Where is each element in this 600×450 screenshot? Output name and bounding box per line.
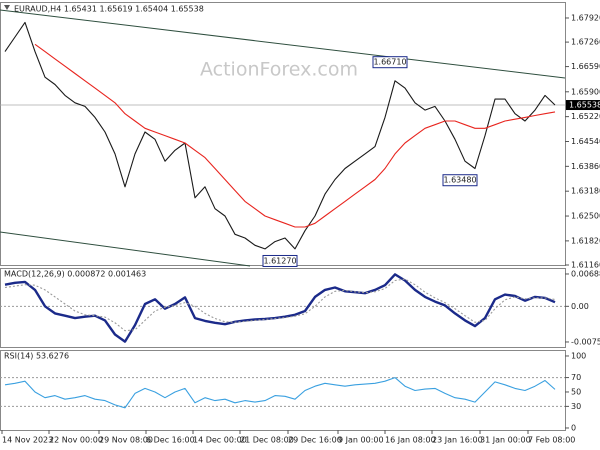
menu-icon[interactable] <box>4 5 10 10</box>
annotation-box <box>442 174 478 187</box>
y-tick-label: 0 <box>571 423 576 432</box>
y-tick-label: 1.63860 <box>571 162 600 171</box>
series-line <box>4 377 556 409</box>
last-price-label: 1.65538 <box>569 101 600 110</box>
y-tick-label: 70 <box>571 373 581 382</box>
y-tick-label: 1.65220 <box>571 112 600 121</box>
y-tick-label: 1.66590 <box>571 62 600 71</box>
panel-title: EURAUD,H4 1.65431 1.65619 1.65404 1.6553… <box>14 5 204 14</box>
series-line <box>4 21 556 250</box>
y-tick-label: 50 <box>571 387 581 396</box>
x-tick-label: 29 Dec 16:00 <box>288 436 342 445</box>
x-tick-label: 16 Jan 08:00 <box>385 436 436 445</box>
x-tick-label: 23 Jan 16:00 <box>432 436 483 445</box>
annotation-label: 1.63480 <box>443 176 476 185</box>
y-tick-label: 1.65900 <box>571 87 600 96</box>
annotation-label: 1.66710 <box>373 58 406 67</box>
y-tick-label: 1.64540 <box>571 137 600 146</box>
y-tick-label: 0.00 <box>571 302 589 311</box>
x-tick-label: 14 Dec 00:00 <box>193 436 247 445</box>
y-tick-label: 0.006886 <box>571 269 600 278</box>
y-tick-label: -0.007591 <box>571 337 600 346</box>
y-tick-label: 1.61820 <box>571 236 600 245</box>
y-tick-label: 1.67920 <box>571 13 600 22</box>
annotation-box <box>262 254 298 267</box>
y-tick-label: 30 <box>571 402 581 411</box>
upper-channel-line <box>0 9 566 79</box>
panel-title: MACD(12,26,9) 0.000872 0.001463 <box>4 270 146 279</box>
annotation-box <box>372 56 408 69</box>
watermark: ActionForex.com <box>200 59 358 81</box>
panel-title: RSI(14) 53.6276 <box>4 352 69 361</box>
x-tick-label: 6 Dec 16:00 <box>146 436 195 445</box>
x-tick-label: 22 Nov 00:00 <box>49 436 103 445</box>
y-tick-label: 100 <box>571 351 586 360</box>
series-line <box>4 278 556 332</box>
y-tick-label: 1.62500 <box>571 212 600 221</box>
y-tick-label: 1.61160 <box>571 261 600 270</box>
rsi-panel-frame <box>0 350 566 431</box>
x-tick-label: 9 Jan 00:00 <box>338 436 384 445</box>
last-price-box <box>566 100 600 111</box>
y-tick-label: 1.63180 <box>571 187 600 196</box>
annotation-label: 1.61270 <box>263 256 296 265</box>
lower-channel-line <box>0 231 251 267</box>
x-tick-label: 14 Nov 2023 <box>2 436 53 445</box>
x-tick-label: 21 Dec 08:00 <box>240 436 294 445</box>
macd-panel-frame <box>0 268 566 348</box>
x-tick-label: 29 Nov 08:00 <box>99 436 153 445</box>
series-line <box>34 43 556 228</box>
x-tick-label: 31 Jan 00:00 <box>480 436 531 445</box>
x-tick-label: 7 Feb 08:00 <box>528 436 575 445</box>
y-tick-label: 1.67260 <box>571 38 600 47</box>
